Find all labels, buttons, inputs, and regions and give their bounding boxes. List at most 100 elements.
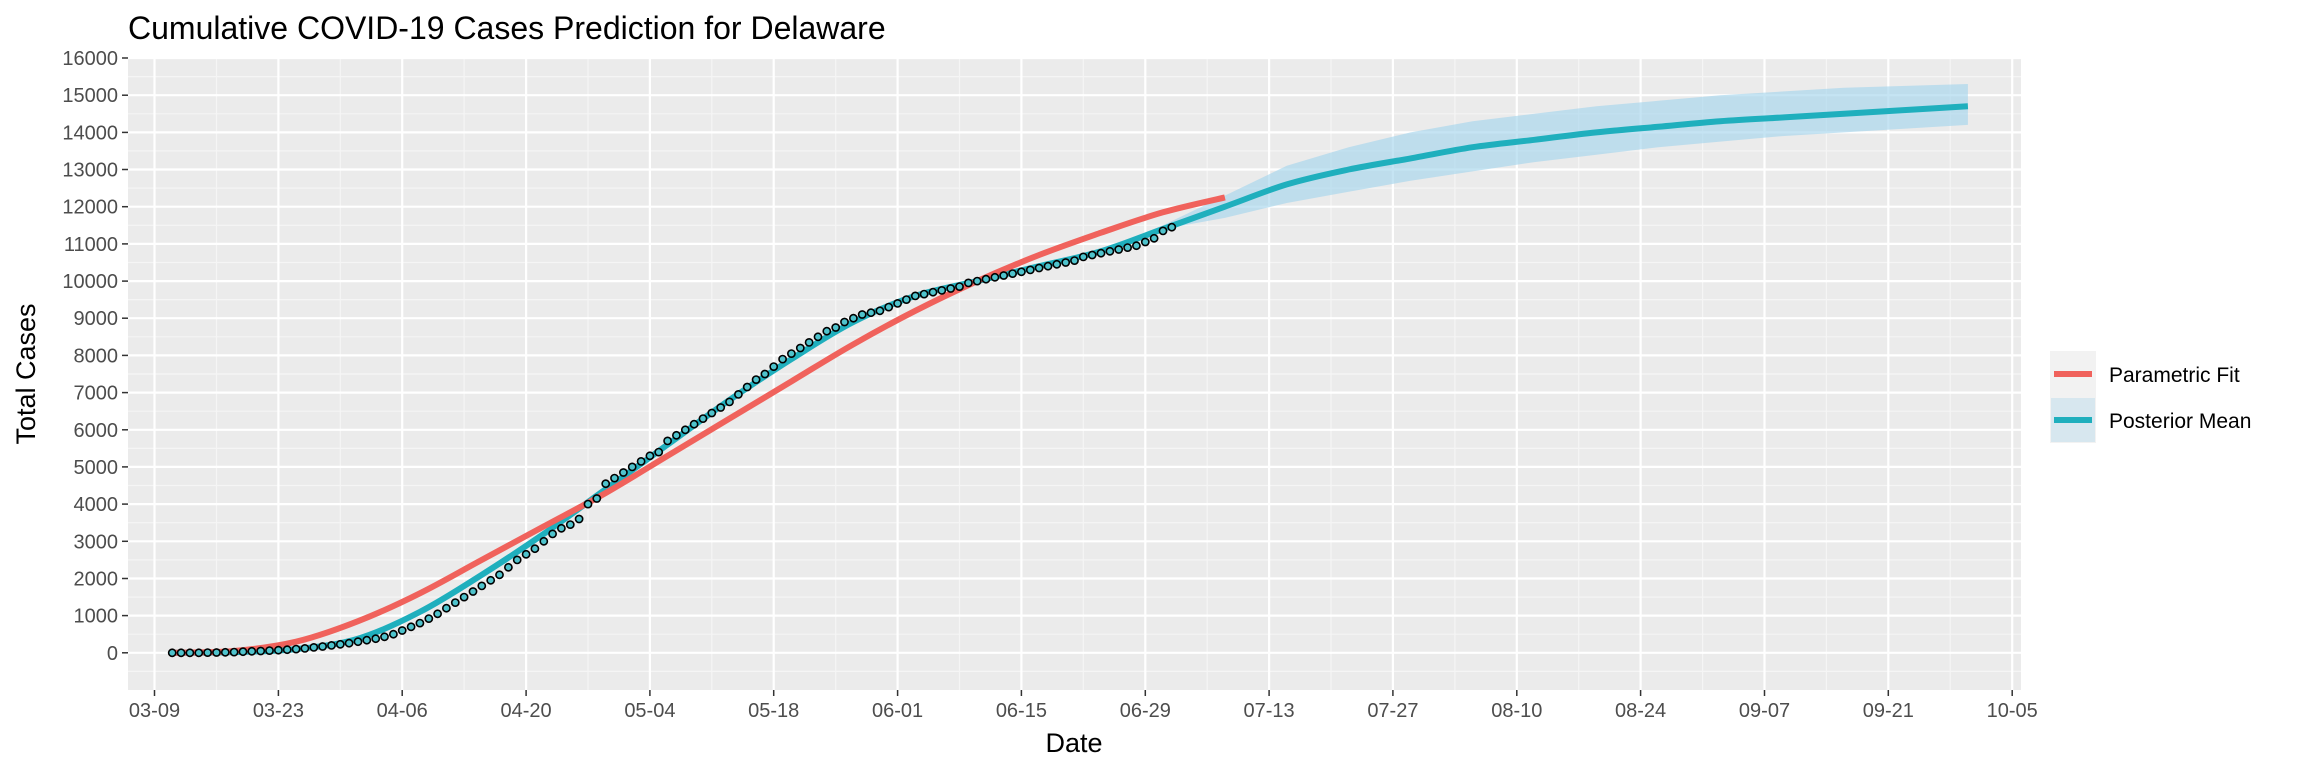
legend: Parametric Fit Posterior Mean [2050, 351, 2251, 443]
observed-point [725, 397, 734, 407]
y-tick-label: 6000 [74, 420, 119, 442]
observed-points [167, 222, 1177, 658]
observed-point [220, 647, 230, 657]
observed-point [698, 414, 708, 423]
observed-point [300, 644, 310, 653]
observed-point [672, 430, 681, 440]
x-tick-label: 06-15 [996, 700, 1047, 722]
x-tick-label: 04-20 [501, 700, 552, 722]
x-tick-label: 09-07 [1739, 700, 1790, 722]
observed-point [1061, 258, 1071, 267]
observed-point [1123, 243, 1132, 252]
observed-point [680, 425, 690, 435]
observed-point [415, 618, 425, 628]
observed-point [813, 332, 823, 342]
observed-point [574, 514, 584, 524]
observed-point [1158, 226, 1168, 236]
observed-point [282, 645, 292, 655]
y-tick-label: 14000 [62, 122, 118, 144]
observed-point [176, 648, 186, 658]
y-tick-label: 1000 [74, 606, 119, 628]
observed-point [265, 646, 274, 655]
y-tick-label: 7000 [74, 383, 119, 405]
observed-point [928, 287, 938, 297]
observed-point [875, 306, 885, 316]
observed-point [309, 643, 319, 652]
x-tick-label: 10-05 [1987, 700, 2038, 722]
observed-point [795, 343, 805, 353]
observed-point [371, 634, 381, 644]
y-tick-label: 5000 [74, 457, 119, 479]
observed-point [247, 646, 257, 656]
x-tick-label: 05-18 [748, 700, 799, 722]
observed-point [185, 648, 195, 658]
observed-point [645, 451, 655, 461]
observed-point [557, 523, 566, 533]
observed-point [592, 494, 602, 503]
observed-point [955, 282, 964, 291]
observed-point [919, 289, 929, 299]
observed-point [866, 308, 876, 318]
y-tick-label: 10000 [62, 271, 118, 293]
observed-point [327, 641, 336, 650]
x-axis-title: Date [1045, 728, 1102, 758]
y-tick-label: 11000 [64, 234, 118, 256]
observed-point [1132, 241, 1141, 251]
series-line-parametric-fit [172, 194, 1226, 656]
x-tick-label: 06-29 [1120, 700, 1171, 722]
observed-point [787, 349, 796, 358]
x-tick-label: 06-01 [872, 700, 923, 722]
y-tick-label: 0 [107, 643, 118, 665]
observed-point [362, 635, 372, 645]
observed-point [937, 285, 947, 295]
observed-point [1078, 252, 1088, 262]
observed-point [406, 622, 416, 632]
observed-point [619, 468, 628, 477]
y-axis-title: Total Cases [11, 303, 41, 444]
observed-point [636, 456, 646, 466]
observed-point [716, 403, 726, 412]
chart-title: Cumulative COVID-19 Cases Prediction for… [128, 10, 886, 46]
observed-point [884, 302, 894, 312]
observed-point [840, 317, 849, 327]
observed-point [769, 362, 779, 371]
observed-point [610, 473, 619, 483]
y-tick-label: 8000 [74, 345, 119, 367]
observed-point [654, 447, 664, 457]
observed-point [1017, 267, 1026, 277]
x-tick-label: 09-21 [1863, 700, 1914, 722]
observed-point [397, 626, 407, 635]
observed-point [849, 313, 858, 323]
observed-point [1087, 250, 1097, 260]
observed-point [1167, 222, 1177, 232]
y-tick-label: 13000 [62, 160, 118, 182]
observed-point [972, 276, 982, 286]
observed-point [910, 291, 920, 301]
observed-point [318, 642, 327, 651]
observed-point [822, 326, 832, 336]
observed-point [964, 278, 973, 288]
observed-point [946, 284, 956, 293]
observed-point [902, 295, 911, 304]
observed-point [521, 549, 531, 559]
observed-point [353, 637, 363, 647]
observed-point [530, 544, 540, 554]
observed-point [1043, 261, 1053, 271]
observed-point [486, 575, 496, 585]
observed-point [203, 648, 212, 657]
observed-point [857, 310, 867, 319]
observed-point [1140, 237, 1150, 247]
observed-point [380, 632, 389, 642]
x-tick-label: 05-04 [624, 700, 675, 722]
observed-point [1105, 246, 1115, 256]
x-tick-label: 03-09 [129, 700, 180, 722]
x-tick-label: 04-06 [377, 700, 428, 722]
observed-point [212, 648, 221, 657]
observed-point [459, 592, 469, 602]
y-tick-label: 4000 [74, 494, 119, 516]
observed-point [565, 520, 575, 529]
observed-point [291, 644, 301, 654]
observed-point [256, 646, 266, 656]
observed-point [424, 614, 434, 623]
